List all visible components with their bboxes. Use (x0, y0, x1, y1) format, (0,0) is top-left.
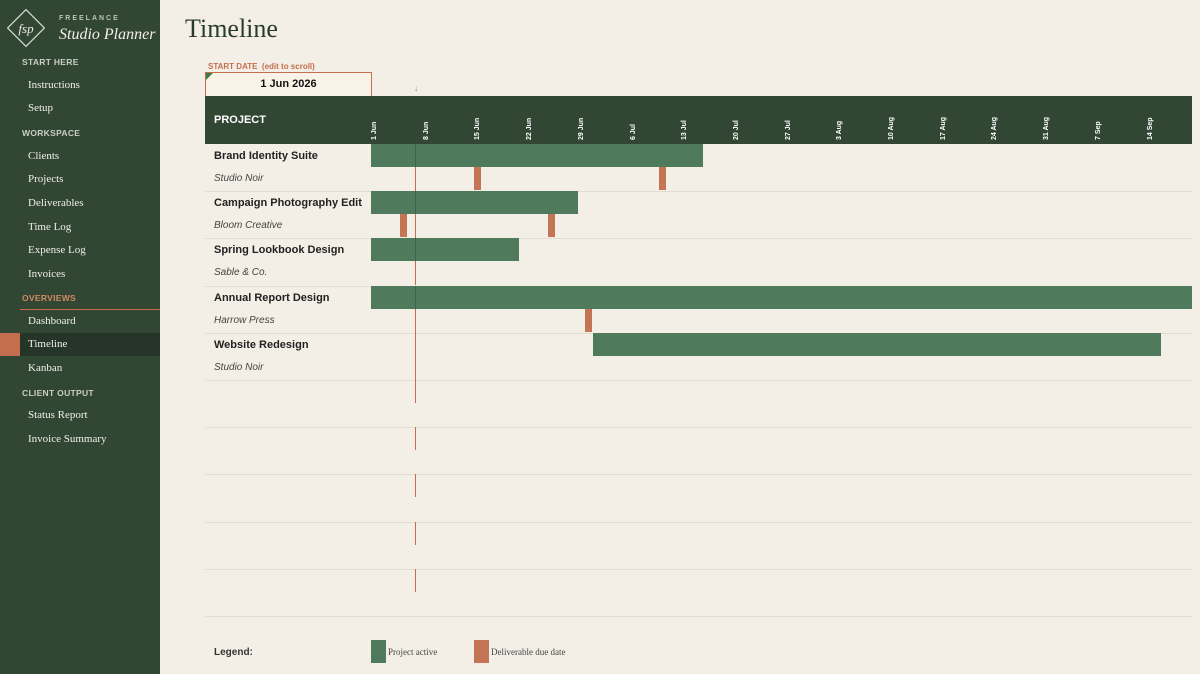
nav-projects[interactable]: Projects (28, 173, 64, 185)
week-label: 14 Sep (1146, 117, 1154, 140)
deliverable-marker[interactable] (474, 167, 482, 190)
nav-dashboard[interactable]: Dashboard (28, 315, 76, 327)
week-label: 27 Jul (784, 120, 792, 140)
start-date-label: START DATE (edit to scroll) (208, 62, 315, 71)
timeline-header (205, 96, 1192, 144)
project-column-header: PROJECT (214, 114, 266, 126)
section-workspace: WORKSPACE (22, 128, 81, 138)
nav-time-log[interactable]: Time Log (28, 221, 72, 233)
client-name: Studio Noir (214, 173, 264, 184)
today-line (415, 238, 416, 262)
client-name: Studio Noir (214, 361, 264, 373)
brand-subtitle: FREELANCE (59, 15, 120, 22)
week-label: 13 Jul (681, 120, 689, 140)
row-divider (205, 521, 1192, 523)
deliverable-marker[interactable] (400, 214, 408, 238)
week-label: 8 Jun (422, 121, 430, 140)
today-line (415, 144, 416, 167)
section-start-here: START HERE (22, 57, 79, 67)
project-name[interactable]: Annual Report Design (214, 291, 330, 304)
row-divider (205, 380, 1192, 381)
logo-text: fsp (18, 21, 34, 36)
client-name: Harrow Press (214, 314, 275, 326)
week-label: 22 Jun (526, 117, 534, 140)
week-label: 24 Aug (991, 116, 999, 140)
week-label: 3 Aug (836, 120, 844, 140)
project-active-bar[interactable] (371, 191, 578, 215)
today-line (415, 214, 416, 239)
today-line (415, 308, 416, 333)
nav-invoices[interactable]: Invoices (28, 268, 66, 280)
nav-clients[interactable]: Clients (28, 150, 60, 162)
today-line (415, 332, 416, 356)
client-name: Bloom Creative (214, 220, 283, 232)
project-active-bar[interactable] (371, 144, 704, 167)
today-line (415, 191, 416, 215)
legend-deliverable-swatch (474, 640, 489, 663)
row-divider (205, 191, 1192, 193)
section-client-output: CLIENT OUTPUT (22, 388, 94, 398)
week-label: 7 Sep (1094, 121, 1102, 140)
legend-label: Legend: (214, 647, 253, 658)
today-line (415, 167, 416, 191)
week-label: 10 Aug (888, 116, 895, 140)
project-active-bar[interactable] (371, 285, 1192, 309)
row-divider (205, 238, 1192, 240)
brand-title: Studio Planner (59, 26, 156, 43)
project-active-bar[interactable] (371, 238, 519, 262)
section-divider (20, 309, 160, 310)
nav-invoice-summary[interactable]: Invoice Summary (28, 433, 107, 445)
today-line (415, 427, 416, 451)
nav-timeline[interactable]: Timeline (0, 333, 160, 356)
cell-note-indicator (206, 73, 213, 80)
legend-deliverable-text: Deliverable due date (491, 647, 566, 657)
nav-setup[interactable]: Setup (28, 102, 54, 114)
project-name[interactable]: Website Redesign (214, 338, 309, 351)
today-line (415, 261, 416, 286)
row-divider (205, 427, 1192, 429)
legend-active-text: Project active (388, 647, 438, 657)
nav-expense-log[interactable]: Expense Log (28, 244, 86, 256)
nav-deliverables[interactable]: Deliverables (28, 197, 84, 209)
week-label: 15 Jun (474, 117, 482, 140)
deliverable-marker[interactable] (548, 214, 556, 238)
row-divider (205, 474, 1192, 476)
week-label: 6 Jul (629, 124, 637, 140)
project-active-bar[interactable] (592, 332, 1162, 356)
start-date-input[interactable]: 1 Jun 2026 (205, 72, 372, 97)
week-label: 1 Jun (371, 121, 378, 140)
week-label: 17 Aug (939, 116, 947, 140)
today-arrow-icon: ↓ (414, 84, 418, 93)
legend-active-swatch (371, 640, 386, 663)
today-line (415, 521, 416, 545)
nav-kanban[interactable]: Kanban (28, 362, 63, 374)
sidebar: fsp FREELANCE Studio Planner START HERE … (0, 0, 160, 674)
today-line (415, 285, 416, 309)
deliverable-marker[interactable] (585, 308, 593, 332)
week-label: 29 Jun (577, 117, 585, 140)
nav-status-report[interactable]: Status Report (28, 409, 88, 421)
week-label: 31 Aug (1043, 116, 1051, 140)
deliverable-marker[interactable] (658, 167, 666, 190)
today-line (415, 380, 416, 403)
client-name: Sable & Co. (214, 267, 268, 279)
section-overviews: OVERVIEWS (22, 293, 77, 303)
row-divider (205, 616, 1192, 617)
today-line (415, 568, 416, 592)
today-line (415, 355, 416, 380)
row-divider (205, 568, 1192, 570)
logo-icon[interactable]: fsp (5, 7, 47, 49)
week-label: 20 Jul (732, 120, 740, 140)
page-title: Timeline (185, 14, 278, 43)
project-name[interactable]: Spring Lookbook Design (214, 244, 345, 257)
project-name[interactable]: Campaign Photography Edit (214, 197, 362, 210)
project-name[interactable]: Brand Identity Suite (214, 150, 318, 162)
today-line (415, 474, 416, 498)
nav-instructions[interactable]: Instructions (28, 79, 80, 91)
